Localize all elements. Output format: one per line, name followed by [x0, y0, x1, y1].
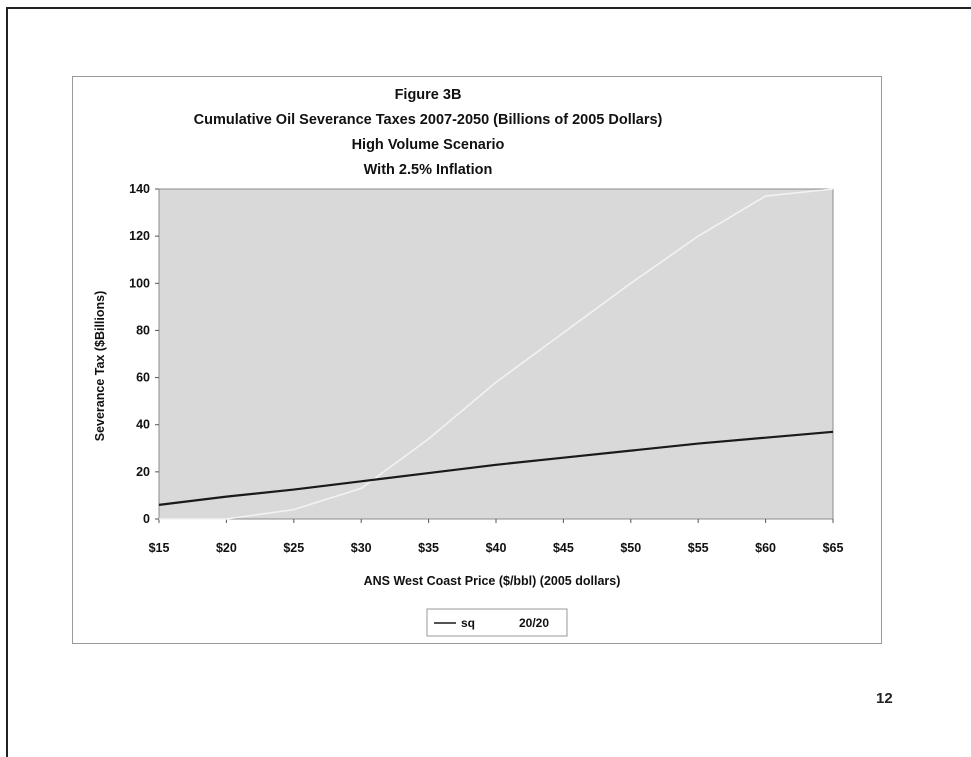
legend-label-sq: sq: [461, 616, 475, 630]
x-tick-label: $60: [755, 541, 776, 555]
y-tick-label: 140: [129, 182, 150, 196]
legend: sq 20/20: [426, 608, 568, 637]
x-tick-label: $20: [216, 541, 237, 555]
x-axis-label: ANS West Coast Price ($/bbl) (2005 dolla…: [364, 574, 621, 588]
chart-subtitle-3: With 2.5% Inflation: [364, 162, 493, 178]
line-chart: Figure 3B Cumulative Oil Severance Taxes…: [93, 87, 844, 637]
x-tick-label: $40: [486, 541, 507, 555]
page-number: 12: [876, 690, 893, 707]
chart-title: Figure 3B: [395, 87, 462, 103]
y-axis-label: Severance Tax ($Billions): [93, 291, 107, 442]
series-line-20-20: [159, 188, 834, 520]
chart-subtitle-1: Cumulative Oil Severance Taxes 2007-2050…: [194, 112, 663, 128]
y-tick-label: 20: [136, 465, 150, 479]
y-tick-label: 40: [136, 418, 150, 432]
x-tick-label: $50: [620, 541, 641, 555]
y-tick-label: 60: [136, 371, 150, 385]
x-tick-label: $65: [823, 541, 844, 555]
chart-container: Figure 3B Cumulative Oil Severance Taxes…: [72, 76, 882, 644]
series-line-sq: [158, 430, 834, 506]
chart-subtitle-2: High Volume Scenario: [352, 137, 505, 153]
x-tick-label: $55: [688, 541, 709, 555]
x-tick-label: $30: [351, 541, 372, 555]
y-axis-ticks: 0 20 40 60 80 100 120 140: [129, 182, 159, 526]
x-axis-ticks: $15 $20 $25 $30 $35 $40 $45 $50 $55 $60 $65: [149, 519, 844, 555]
y-tick-label: 100: [129, 276, 150, 290]
x-tick-label: $15: [149, 541, 170, 555]
y-tick-label: 0: [143, 512, 150, 526]
x-tick-label: $35: [418, 541, 439, 555]
plot-area: [158, 188, 834, 520]
x-tick-label: $25: [283, 541, 304, 555]
y-tick-label: 80: [136, 323, 150, 337]
x-tick-label: $45: [553, 541, 574, 555]
y-tick-label: 120: [129, 229, 150, 243]
page-border: [6, 7, 971, 757]
legend-label-20-20: 20/20: [519, 616, 549, 630]
series-lines: [158, 188, 834, 520]
